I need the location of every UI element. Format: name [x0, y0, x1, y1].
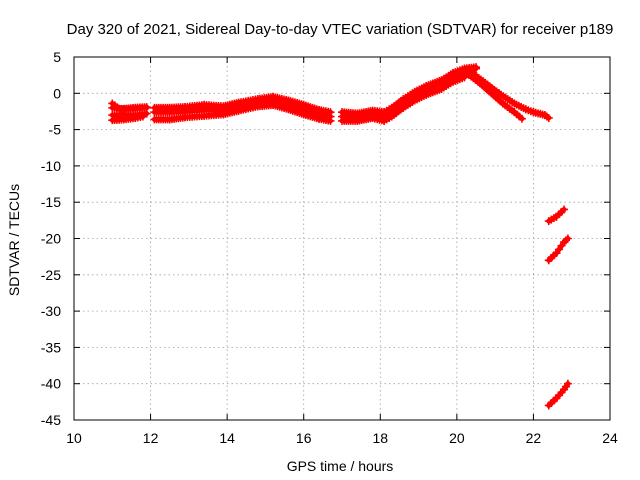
x-tick-label: 20 — [449, 430, 465, 446]
series-track — [544, 234, 572, 265]
y-tick-label: -20 — [41, 231, 61, 247]
data-point-marker — [472, 64, 480, 73]
grid — [74, 57, 610, 420]
series-track — [468, 68, 553, 122]
chart-title: Day 320 of 2021, Sidereal Day-to-day VTE… — [67, 21, 614, 38]
y-tick-label: -5 — [49, 122, 62, 138]
x-axis-label: GPS time / hours — [287, 458, 394, 474]
x-tick-label: 22 — [526, 430, 542, 446]
y-tick-label: 0 — [53, 85, 61, 101]
series-track — [338, 63, 480, 118]
data-point-marker — [517, 114, 526, 123]
y-axis-label: SDTVAR / TECUs — [6, 184, 22, 296]
y-tick-label: -25 — [41, 267, 61, 283]
series-track — [544, 205, 569, 226]
data-point-marker — [563, 234, 572, 243]
series-track — [544, 379, 572, 410]
x-tick-label: 12 — [143, 430, 159, 446]
x-tick-label: 14 — [219, 430, 235, 446]
x-tick-label: 16 — [296, 430, 312, 446]
y-tick-label: 5 — [53, 49, 61, 65]
data-point-marker — [138, 112, 147, 121]
series-track — [338, 73, 469, 125]
y-tick-label: -45 — [41, 412, 61, 428]
plot-frame — [73, 56, 611, 421]
data-point-marker — [560, 205, 569, 214]
y-tick-label: -40 — [41, 376, 61, 392]
data-point-marker — [563, 379, 572, 388]
y-tick-label: -35 — [41, 339, 61, 355]
y-tick-label: -10 — [41, 158, 61, 174]
series-track — [108, 112, 147, 125]
axis-ticks: 10 12 14 16 18 20 22 24 5 0 -5 -10 -15 -20 -25 -30 -35 -4… — [41, 49, 618, 446]
series-track — [460, 67, 526, 123]
y-tick-label: -30 — [41, 303, 61, 319]
data-point-marker — [544, 113, 553, 122]
data-point-marker — [326, 116, 335, 125]
x-tick-label: 24 — [602, 430, 618, 446]
y-tick-label: -15 — [41, 194, 61, 210]
series-track — [150, 100, 335, 125]
x-tick-label: 18 — [372, 430, 388, 446]
data-series — [108, 63, 572, 410]
x-tick-label: 10 — [66, 430, 82, 446]
